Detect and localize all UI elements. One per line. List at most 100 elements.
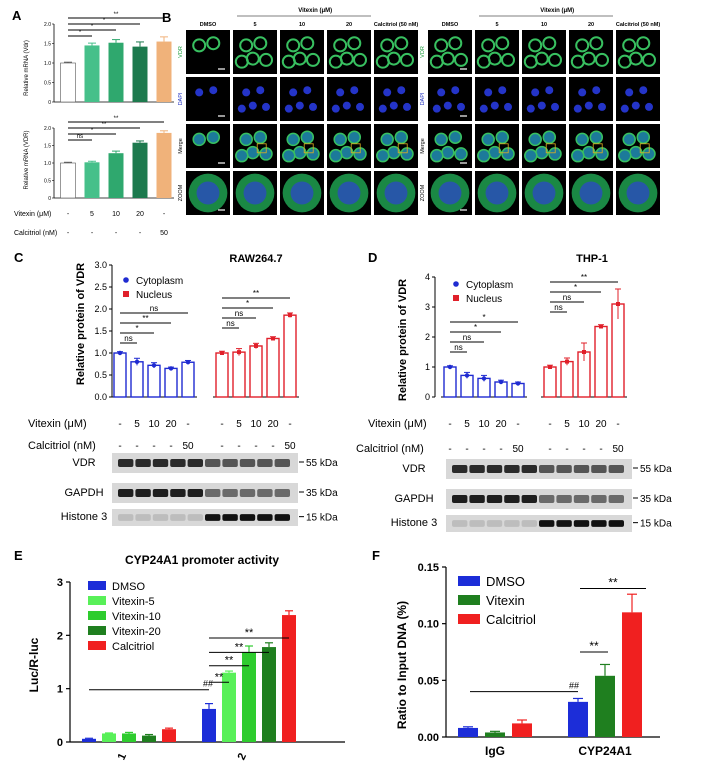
panel-b-left-vdr-cell bbox=[306, 52, 320, 67]
panel-c-sig-nuc-label: ** bbox=[253, 289, 259, 298]
panel-d-blot-band bbox=[556, 520, 572, 527]
panel-d-point bbox=[565, 359, 569, 364]
panel-b-left-dapi-nucleus bbox=[378, 104, 387, 113]
panel-b-right-vdr-cell bbox=[617, 54, 632, 69]
panel-b-left-merge-cell bbox=[253, 130, 268, 144]
panel-b-left-col-label: 20 bbox=[346, 22, 352, 28]
panel-d-blot-band bbox=[521, 495, 537, 503]
panel-c-blot-band bbox=[118, 459, 134, 467]
panel-d-blot-band bbox=[504, 520, 520, 527]
panel-d-blot-band bbox=[608, 465, 624, 473]
panel-c-calcitriol-value: - bbox=[135, 441, 138, 452]
panel-d-vitexin-value: - bbox=[616, 419, 619, 430]
panel-e-bar bbox=[122, 733, 136, 742]
panel-b-right-image-cell bbox=[569, 77, 613, 121]
panel-a-bottom-chart: Relative mRNA (VDR) 00.51.01.52.0ns***** bbox=[24, 116, 174, 202]
panel-d-vitexin-value: 20 bbox=[495, 419, 507, 430]
panel-e-bar bbox=[262, 647, 276, 742]
panel-b-right-dapi-nucleus bbox=[620, 104, 629, 113]
panel-f-legend-swatch bbox=[458, 614, 480, 624]
panel-b-left-image-cell bbox=[374, 77, 418, 121]
panel-c-blot-band bbox=[118, 489, 134, 497]
panel-b-right-vdr-cell bbox=[481, 38, 496, 53]
panel-b-left-vdr-cell bbox=[380, 38, 395, 53]
panel-d-calcitriol-value: 50 bbox=[612, 444, 624, 455]
panel-c-tick-label: 3.0 bbox=[94, 260, 107, 270]
panel-b-right-merge-cell bbox=[477, 148, 491, 163]
panel-b-right-vdr-cell bbox=[589, 36, 604, 51]
panel-c-blot-band bbox=[135, 489, 151, 497]
panel-a-vitexin-value: 20 bbox=[136, 211, 144, 218]
panel-c-bar bbox=[215, 352, 229, 398]
panel-b-left-merge-cell bbox=[333, 132, 347, 147]
panel-e-legend-swatch bbox=[88, 596, 106, 605]
panel-e-title: CYP24A1 promoter activity bbox=[125, 553, 279, 567]
panel-d-legend-cytoplasm: Cytoplasm bbox=[466, 280, 513, 291]
panel-b-right-vitexin-header: Vitexin (μM) bbox=[540, 8, 574, 14]
panel-a-bottom-bar bbox=[108, 153, 124, 198]
panel-b-right-dapi-nucleus bbox=[498, 86, 507, 95]
panel-d-vitexin-value: - bbox=[516, 419, 519, 430]
panel-b-right-dapi-nucleus bbox=[545, 86, 554, 95]
panel-b-right-dapi-nucleus bbox=[479, 104, 488, 113]
panel-b-left-row-label: VDR bbox=[178, 46, 184, 58]
panel-b-right-vdr-cell bbox=[448, 36, 463, 51]
panel-c-bar bbox=[130, 361, 144, 398]
panel-b-left-zoom-box bbox=[256, 143, 267, 154]
panel-e-legend-swatch bbox=[88, 641, 106, 650]
panel-d-ylabel: Relative protein of VDR bbox=[397, 279, 409, 401]
panel-c-blot-band bbox=[222, 489, 238, 497]
panel-c-point bbox=[237, 350, 241, 355]
panel-b-left-dapi-nucleus bbox=[383, 88, 392, 97]
panel-b-left-vitexin-header: Vitexin (μM) bbox=[298, 8, 332, 14]
panel-c-blot-label: VDR bbox=[72, 457, 95, 469]
panel-b-right-image-cell bbox=[475, 77, 519, 121]
panel-b-left-image-cell bbox=[233, 77, 277, 121]
panel-b-right-vdr-cell bbox=[501, 52, 515, 67]
panel-c-point bbox=[168, 366, 174, 371]
panel-c-vitexin-value: 10 bbox=[250, 419, 262, 430]
panel-c-blot-band bbox=[257, 514, 273, 521]
panel-c-title: RAW264.7 bbox=[229, 253, 282, 265]
panel-b-left-col-label: DMSO bbox=[200, 22, 217, 28]
panel-d-vitexin-value: 20 bbox=[595, 419, 607, 430]
panel-d-calcitriol-value: - bbox=[599, 444, 602, 455]
panel-d-title: THP-1 bbox=[576, 253, 608, 265]
panel-f-sig-label: ** bbox=[589, 639, 599, 653]
panel-f-ylabel: Ratio to Input DNA (%) bbox=[395, 601, 409, 729]
panel-e-legend-label: Calcitriol bbox=[112, 641, 154, 653]
panel-d-blot-band bbox=[486, 520, 503, 527]
panel-b-left-vdr-cell bbox=[394, 36, 409, 51]
panel-b-right-merge-cell bbox=[589, 130, 604, 144]
panel-b-right-merge-cell bbox=[636, 130, 651, 144]
panel-b-right-vdr-cell bbox=[622, 38, 637, 53]
panel-c-tick-label: 0.0 bbox=[94, 392, 107, 402]
panel-b-letter: B bbox=[162, 10, 171, 25]
panel-b-right-zoom-box bbox=[498, 143, 509, 154]
panel-b-left-dapi-nucleus bbox=[237, 104, 246, 113]
panel-b-left-vdr-cell bbox=[192, 38, 207, 53]
panel-d-point bbox=[515, 381, 521, 386]
panel-b-left-image-cell bbox=[186, 77, 230, 121]
panel-b-right-dapi-nucleus bbox=[537, 101, 546, 110]
panel-c-point bbox=[271, 336, 275, 341]
panel-b-right-vdr-cell bbox=[570, 54, 585, 69]
panel-d-blot-band bbox=[573, 495, 590, 503]
panel-b-left-vdr-cell bbox=[300, 36, 315, 51]
panel-c-blot-band bbox=[152, 514, 169, 521]
panel-b-right-merge-cell bbox=[454, 147, 468, 161]
panel-b-right-dapi-nucleus bbox=[451, 86, 460, 95]
panel-b-left-merge-cell bbox=[329, 148, 343, 163]
panel-b-right-merge-cell bbox=[542, 130, 557, 144]
panel-b-left-dapi-nucleus bbox=[195, 88, 204, 97]
panel-b-left-dapi-nucleus bbox=[262, 102, 270, 111]
panel-b-right-dapi-nucleus bbox=[526, 104, 535, 113]
panel-a-top-bar bbox=[108, 42, 124, 102]
panel-a-top-sig-label: * bbox=[103, 18, 106, 24]
panel-b-right-vdr-cell bbox=[548, 52, 562, 67]
panel-e-legend-swatch bbox=[88, 626, 106, 635]
panel-f-legend-label: Calcitriol bbox=[486, 612, 536, 627]
panel-b-right-zoom-nucleus bbox=[485, 181, 509, 205]
panel-b-right-zoom-box bbox=[592, 143, 603, 154]
panel-b-left-vdr-cell bbox=[234, 54, 249, 69]
